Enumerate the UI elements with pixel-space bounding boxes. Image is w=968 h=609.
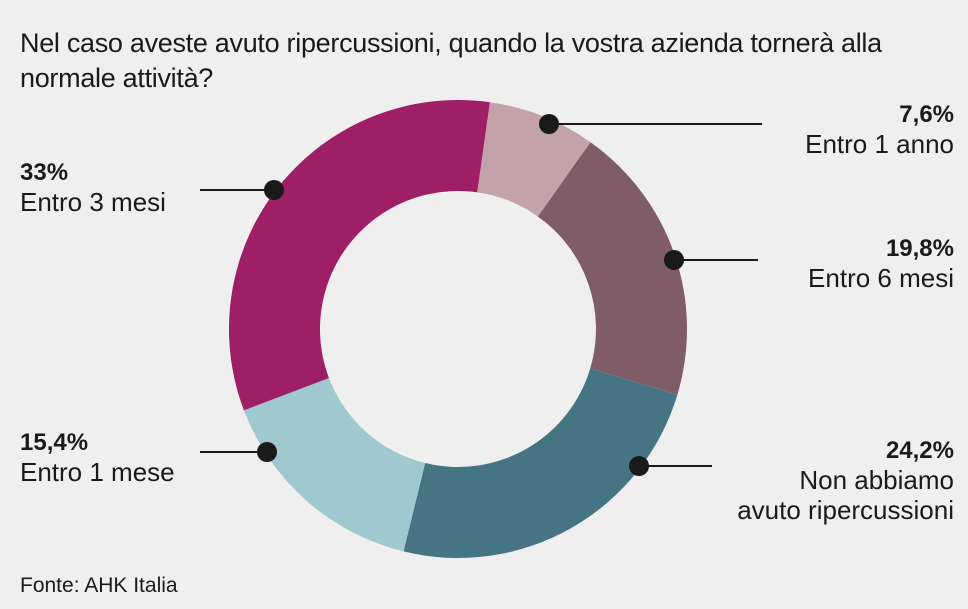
label-entro-1-mese: 15,4% Entro 1 mese (20, 429, 175, 487)
label-text: Non abbiamo (799, 465, 954, 495)
label-text: Entro 6 mesi (808, 263, 954, 293)
slice-entro-1-anno (477, 102, 591, 217)
label-text: Entro 1 mese (20, 457, 175, 487)
leader-entro-6-mesi-dot (664, 250, 684, 270)
label-text: Entro 1 anno (805, 129, 954, 159)
label-value: 7,6% (899, 101, 954, 128)
label-entro-1-anno: 7,6% Entro 1 anno (805, 101, 954, 159)
slice-non-abbiamo-avuto-ripercussioni (403, 368, 678, 558)
leader-entro-1-mese-dot (257, 442, 277, 462)
slice-entro-3-mesi (229, 99, 490, 411)
label-entro-3-mesi: 33% Entro 3 mesi (20, 159, 166, 217)
label-value: 15,4% (20, 429, 89, 456)
slice-entro-6-mesi (537, 142, 687, 395)
label-non-abbiamo: 24,2% Non abbiamo avuto ripercussioni (737, 437, 954, 525)
label-entro-6-mesi: 19,8% Entro 6 mesi (808, 235, 954, 293)
chart-title: Nel caso aveste avuto ripercussioni, qua… (20, 28, 882, 93)
label-text: avuto ripercussioni (737, 495, 954, 525)
label-value: 19,8% (885, 235, 954, 262)
label-text: Entro 3 mesi (20, 187, 166, 217)
source-note: Fonte: AHK Italia (20, 574, 178, 597)
slice-entro-1-mese (243, 378, 426, 552)
leader-non-abbiamo-dot (629, 456, 649, 476)
leader-entro-1-anno-dot (539, 114, 559, 134)
label-value: 24,2% (885, 437, 954, 464)
label-value: 33% (20, 159, 69, 186)
leader-entro-3-mesi-dot (264, 180, 284, 200)
